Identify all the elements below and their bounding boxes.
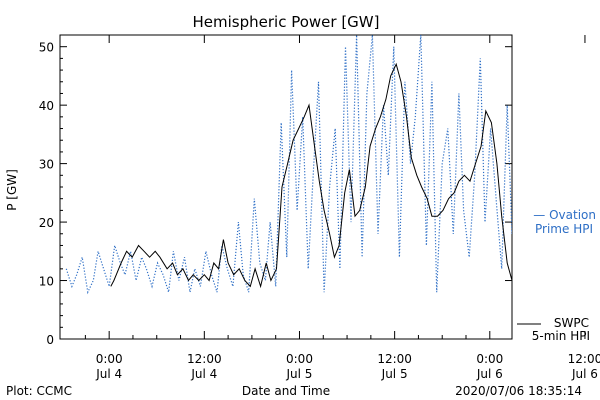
y-axis-label: P [GW] — [5, 169, 19, 211]
legend-swpc-line2: 5-min HPI — [532, 329, 590, 343]
x-tick-date: Jul 6 — [476, 367, 503, 381]
x-axis-label: Date and Time — [242, 384, 330, 398]
legend-ovation-line2: Prime HPI — [535, 222, 593, 236]
chart-title: Hemispheric Power [GW] — [193, 13, 380, 31]
x-tick-date: Jul 4 — [190, 367, 217, 381]
legend-swpc-line1: SWPC — [554, 316, 589, 330]
x-tick-time: 0:00 — [476, 352, 503, 366]
y-axis-ticks: 0 10 20 30 40 50 — [39, 41, 512, 347]
y-tick-label: 40 — [39, 99, 54, 113]
x-tick-time: 12:00 — [568, 352, 600, 366]
x-tick-date: Jul 4 — [95, 367, 122, 381]
x-tick-date: Jul 5 — [381, 367, 408, 381]
x-tick-time: 0:00 — [96, 352, 123, 366]
y-tick-label: 20 — [39, 216, 54, 230]
x-tick-time: 12:00 — [187, 352, 222, 366]
y-tick-label: 10 — [39, 275, 54, 289]
x-tick-time: 0:00 — [286, 352, 313, 366]
footer-timestamp: 2020/07/06 18:35:14 — [455, 384, 582, 398]
x-tick-date: Jul 6 — [571, 367, 598, 381]
y-tick-label: 30 — [39, 158, 54, 172]
y-tick-label: 50 — [39, 41, 54, 55]
plot-frame — [59, 34, 513, 340]
series-swpc-line — [110, 62, 512, 289]
x-tick-time: 12:00 — [377, 352, 412, 366]
x-tick-date: Jul 5 — [286, 367, 313, 381]
legend-ovation-line1: — Ovation — [533, 208, 596, 222]
y-tick-label: 0 — [46, 333, 54, 347]
legend: — Ovation Prime HPI SWPC 5-min HPI — [517, 208, 596, 343]
footer-credit: Plot: CCMC — [6, 384, 72, 398]
series-layer — [65, 35, 512, 295]
